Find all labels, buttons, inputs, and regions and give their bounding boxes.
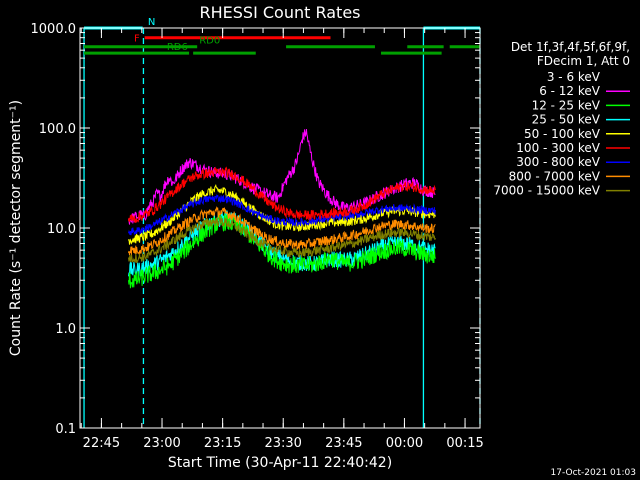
legend-entry-label: 3 - 6 keV — [547, 70, 601, 84]
legend-entry-label: 6 - 12 keV — [539, 84, 601, 98]
interval-bars: NF RD0 RD6 — [84, 17, 480, 55]
y-tick-label: 1.0 — [55, 322, 76, 337]
legend-entry-label: 7000 - 15000 keV — [493, 184, 600, 198]
x-tick-label: 22:45 — [83, 436, 120, 451]
footer-date: 17-Oct-2021 01:03 — [551, 468, 636, 478]
legend-entry-label: 50 - 100 keV — [524, 127, 601, 141]
interval-label-rd0: RD0 — [199, 36, 220, 47]
legend-entry-label: 100 - 300 keV — [516, 141, 600, 155]
data-series — [128, 128, 436, 307]
interval-label-rd6: RD6 — [167, 42, 188, 53]
x-tick-label: 23:30 — [264, 436, 301, 451]
legend-entry-label: 25 - 50 keV — [532, 113, 601, 127]
series-line-7 — [128, 205, 436, 256]
y-axis-label: Count Rate (s⁻¹ detector segment⁻¹) — [8, 100, 24, 356]
legend-header: Det 1f,3f,4f,5f,6f,9f, — [511, 40, 630, 54]
legend-entry-label: 300 - 800 keV — [516, 155, 600, 169]
y-tick-label: 10.0 — [47, 222, 76, 237]
legend-header: FDecim 1, Att 0 — [537, 54, 630, 68]
x-tick-label: 23:15 — [204, 436, 241, 451]
interval-label-n: N — [148, 17, 155, 28]
x-tick-label: 23:45 — [325, 436, 362, 451]
x-axis: 22:45 23:00 23:15 23:30 23:45 00:00 00:15 — [80, 28, 484, 451]
y-axis: 0.1 1.0 10.0 100.0 1000.0 — [31, 22, 480, 437]
x-tick-label: 00:15 — [446, 436, 483, 451]
y-tick-label: 100.0 — [39, 122, 76, 137]
x-tick-label: 00:00 — [386, 436, 423, 451]
y-tick-label: 1000.0 — [31, 22, 77, 37]
legend-entry-label: 800 - 7000 keV — [509, 169, 601, 183]
x-tick-label: 23:00 — [143, 436, 180, 451]
series-line-8 — [128, 215, 436, 264]
interval-label-f: F — [134, 34, 140, 45]
legend-entry-label: 12 - 25 keV — [532, 98, 601, 112]
chart-title: RHESSI Count Rates — [200, 3, 361, 22]
series-line-6 — [128, 194, 436, 236]
y-tick-label: 0.1 — [55, 422, 76, 437]
series-line-5 — [128, 166, 436, 223]
x-axis-label: Start Time (30-Apr-11 22:40:42) — [168, 455, 392, 471]
legend: Det 1f,3f,4f,5f,6f,9f,FDecim 1, Att 0 3 -… — [493, 40, 630, 198]
series-line-2 — [128, 213, 436, 289]
